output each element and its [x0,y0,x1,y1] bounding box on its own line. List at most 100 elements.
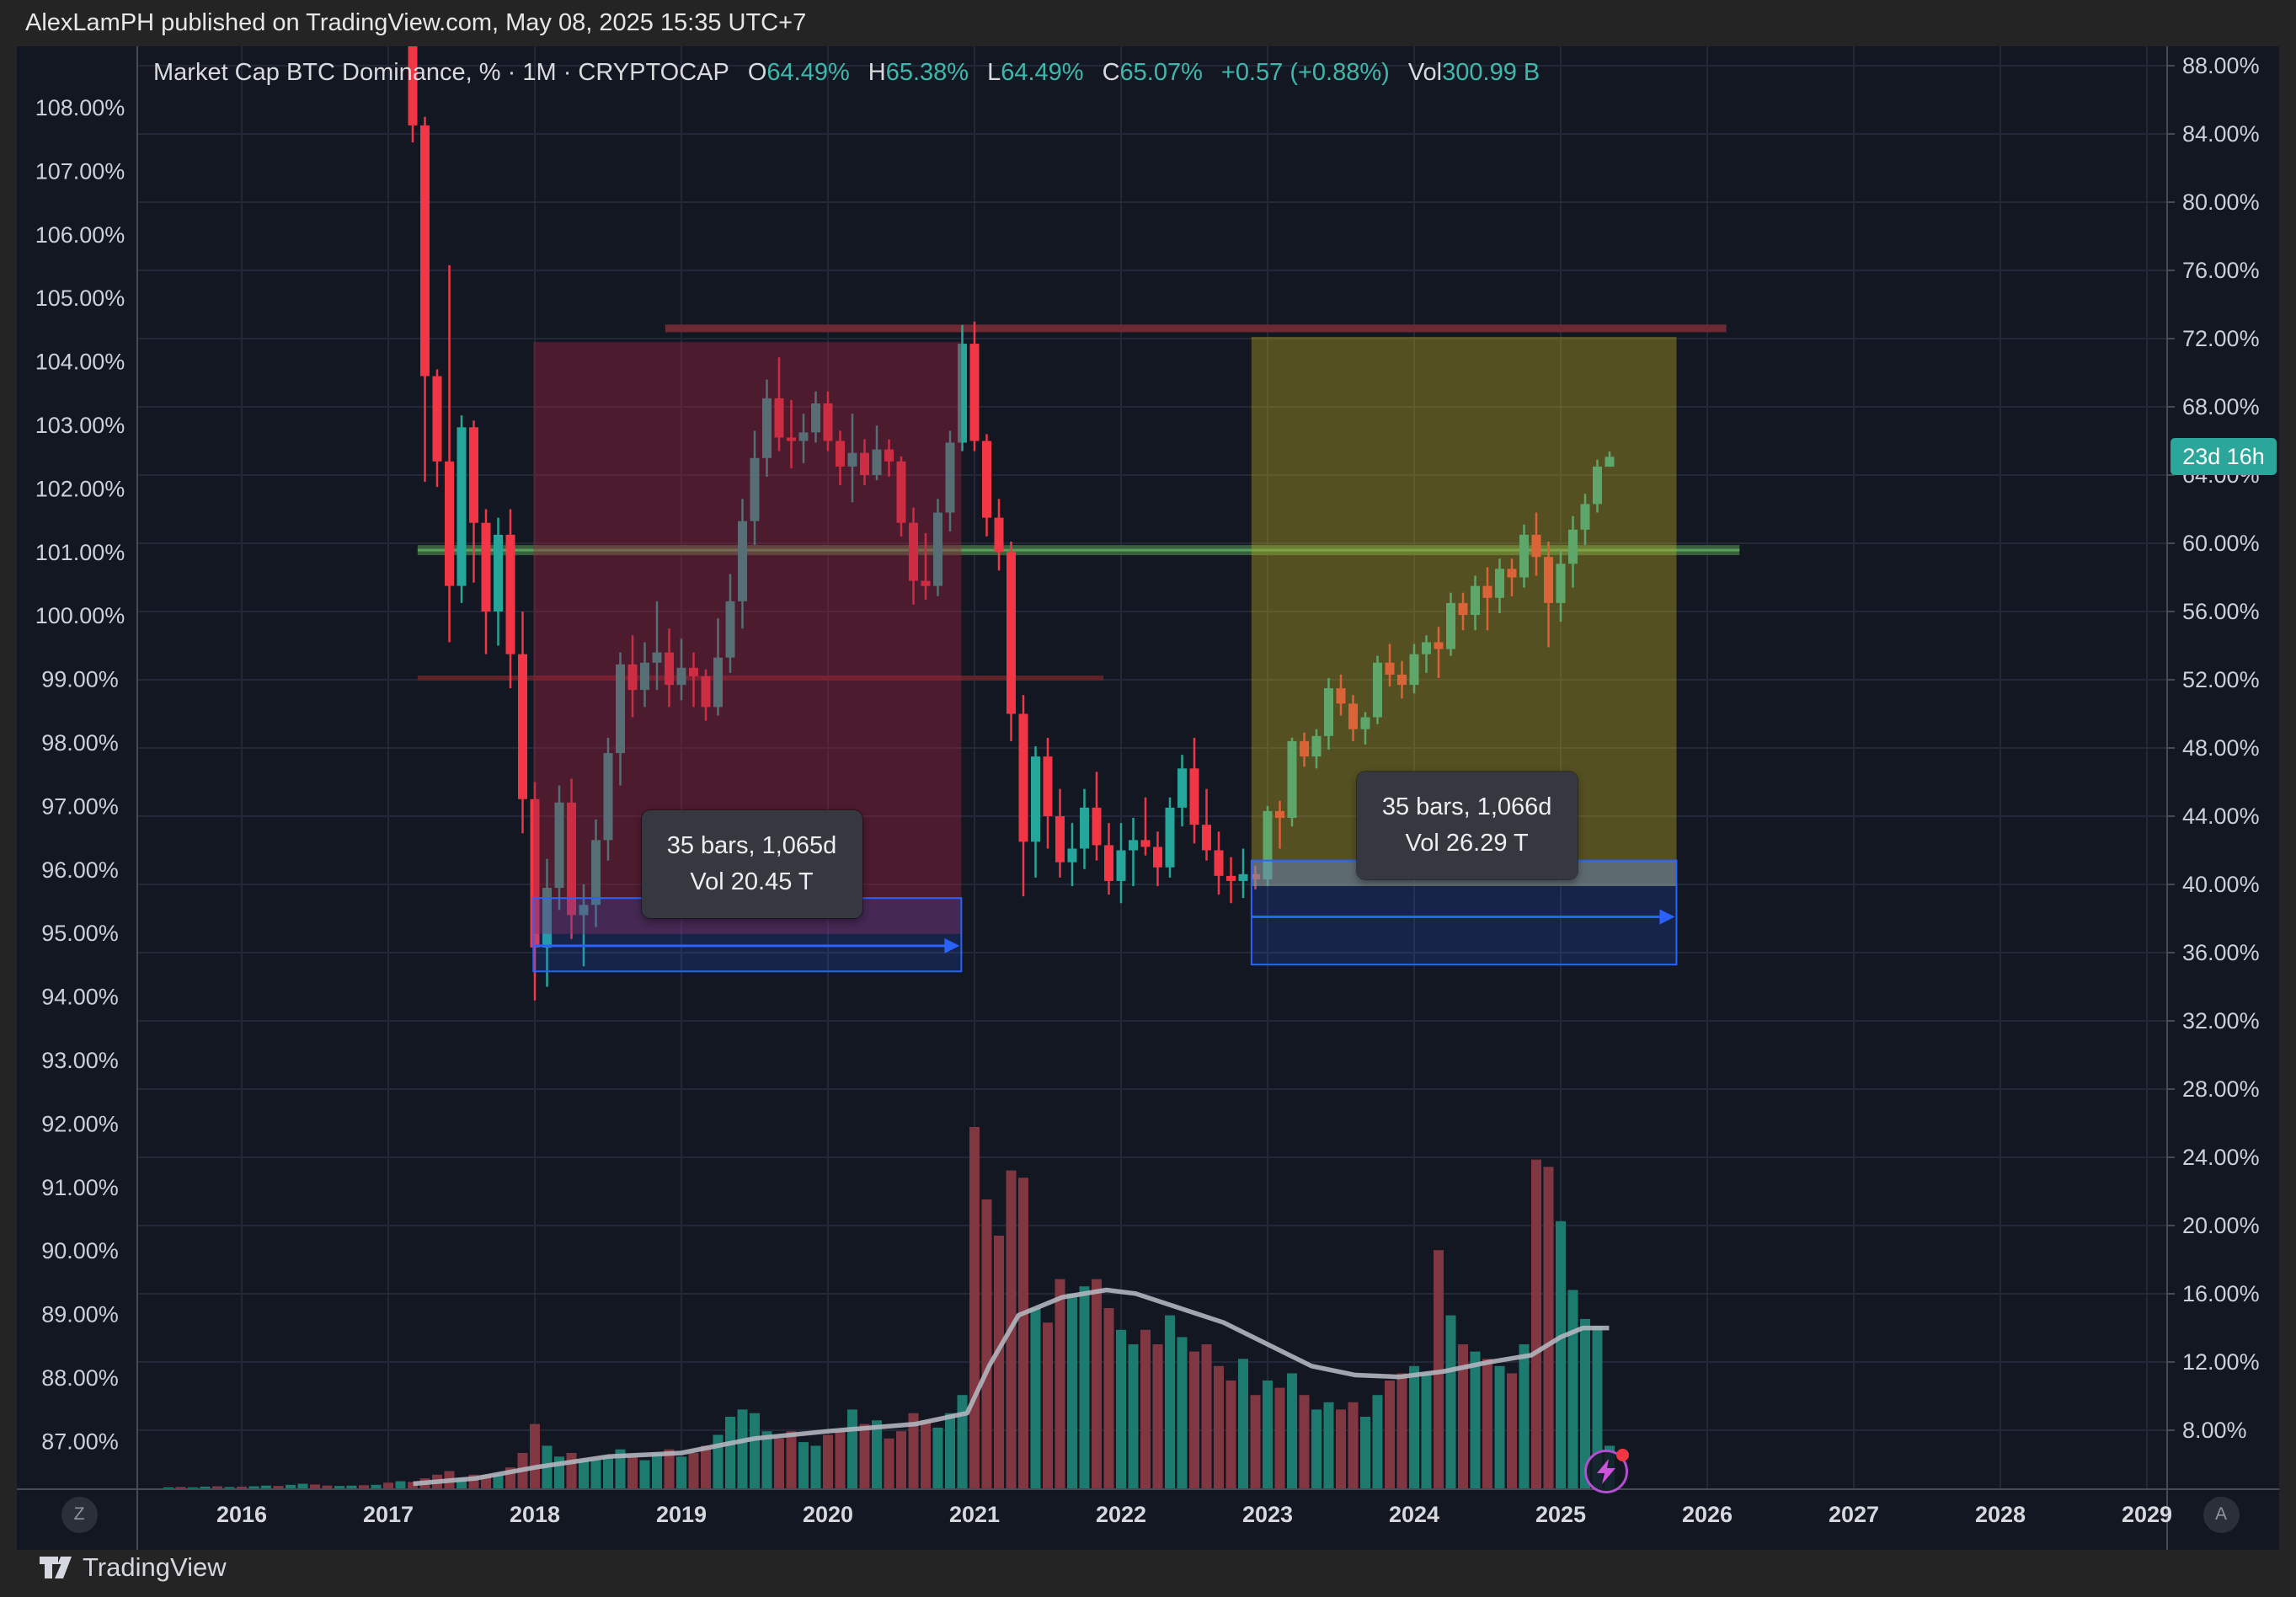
volume-bar [1274,1387,1285,1489]
time-axis-year-label: 2017 [363,1502,414,1527]
volume-bar [1531,1159,1541,1489]
left-price-axis[interactable]: 108.00% 107.00% 106.00% 105.00% 104.00% 103.0… [35,95,125,1454]
auto-scale-button[interactable]: A [2203,1496,2240,1533]
volume-bar [1116,1329,1126,1489]
volume-bar [1250,1395,1261,1489]
grid-layer [137,46,2167,1489]
volume-bar [750,1413,760,1489]
left-axis-tick-label: 104.00% [35,350,125,375]
volume-bar [1445,1315,1456,1489]
volume-bar [579,1460,589,1489]
range-boxes-layer[interactable] [533,336,1677,934]
candle-body [872,449,882,475]
volume-bar [676,1456,686,1489]
auto-scale-button-label: A [2214,1504,2227,1524]
volume-bar [664,1449,675,1489]
volume-bar [175,1487,186,1489]
candle-body [627,664,638,691]
legend-symbol-title[interactable]: Market Cap BTC Dominance, % · 1M · CRYPT… [153,59,729,86]
candle-body [921,580,931,586]
left-axis-tick-label: 90.00% [41,1238,119,1263]
legend-volume-label: Vol [1407,59,1443,86]
candle-body [994,517,1004,553]
candle-body [1360,717,1370,729]
measure-tooltip-bearish: 35 bars, 1,065d Vol 20.45 T [641,809,862,918]
timezone-button[interactable]: Z [61,1496,98,1533]
left-axis-tick-label: 93.00% [41,1048,119,1073]
volume-bar [493,1474,504,1489]
candle-body [1495,569,1504,598]
volume-bar [798,1442,809,1489]
time-axis-year-label: 2027 [1829,1502,1879,1527]
candle-body [676,667,686,686]
volume-bar [1055,1279,1065,1489]
measure-arrow-head [1659,909,1675,925]
left-axis-tick-label: 94.00% [41,985,119,1010]
candle-body [1238,873,1248,881]
legend-high-label: H [868,59,886,86]
time-axis[interactable]: 2016 2017 2018 2019 2020 2021 2022 2023 2024 2025… [216,1502,2172,1527]
right-axis-tick-label: 44.00% [2182,804,2260,829]
volume-bar [603,1456,613,1489]
candle-body [457,427,467,586]
volume-bar [1543,1167,1554,1489]
volume-bar [188,1487,198,1489]
candle-body [1300,740,1309,757]
candle-body [567,802,576,916]
volume-bar [1287,1373,1297,1489]
volume-bar [701,1445,711,1489]
candle-body [530,798,540,948]
left-axis-tick-label: 89.00% [41,1302,119,1327]
volume-bar [969,1127,980,1489]
right-axis-tick-label: 88.00% [2182,53,2260,78]
notification-dot [1616,1449,1629,1461]
right-price-axis[interactable]: 88.00%84.00%80.00%76.00%72.00%68.00%64.0… [2167,53,2260,1443]
candle-body [738,521,747,601]
tradingview-logo-text: TradingView [83,1552,227,1582]
volume-bar [1152,1344,1163,1489]
volume-bar [786,1431,797,1489]
publish-header-text: AlexLamPH published on TradingView.com, … [25,9,807,36]
volume-bar [1567,1290,1578,1489]
left-axis-tick-label: 87.00% [41,1429,119,1454]
right-axis-tick-label: 32.00% [2182,1008,2260,1034]
right-axis-tick-label: 8.00% [2182,1418,2247,1443]
volume-bar [981,1199,992,1489]
candle-body [1043,756,1053,816]
symbol-legend[interactable]: Market Cap BTC Dominance, % · 1M · CRYPT… [153,59,1540,87]
tradingview-mark-icon [40,1557,72,1578]
right-axis-tick-label: 56.00% [2182,599,2260,624]
volume-bar [224,1487,235,1489]
right-axis-tick-label: 28.00% [2182,1076,2260,1102]
candle-body [1177,768,1187,808]
time-axis-year-label: 2019 [656,1502,707,1527]
tradingview-logo[interactable]: TradingView [39,1552,227,1584]
volume-bar [872,1420,882,1489]
candle-body [1153,847,1162,868]
candle-body [1422,642,1431,654]
volume-bar [1214,1365,1224,1489]
legend-open-value: 64.49% [766,59,850,86]
volume-bar [1434,1250,1444,1489]
chart-pane-background [17,46,2279,1550]
time-axis-year-label: 2021 [949,1502,1000,1527]
flash-ideas-button[interactable] [1584,1449,1629,1493]
candle-body [1568,529,1578,564]
volume-bar [1458,1344,1468,1489]
candle-body [1434,642,1444,649]
volume-bar [627,1456,638,1489]
candle-body [1544,557,1553,603]
right-axis-tick-label: 24.00% [2182,1145,2260,1170]
volume-bar [1225,1381,1236,1489]
time-axis-year-label: 2028 [1975,1502,2026,1527]
candle-body [616,664,625,754]
volume-bar [945,1413,955,1489]
candle-body [1214,850,1224,876]
candle-body [1471,585,1480,616]
right-axis-tick-label: 16.00% [2182,1281,2260,1306]
volume-bar [212,1486,222,1489]
candle-body [933,512,942,586]
candle-body [1055,816,1065,863]
horizontal-lines-layer[interactable] [417,324,1740,681]
